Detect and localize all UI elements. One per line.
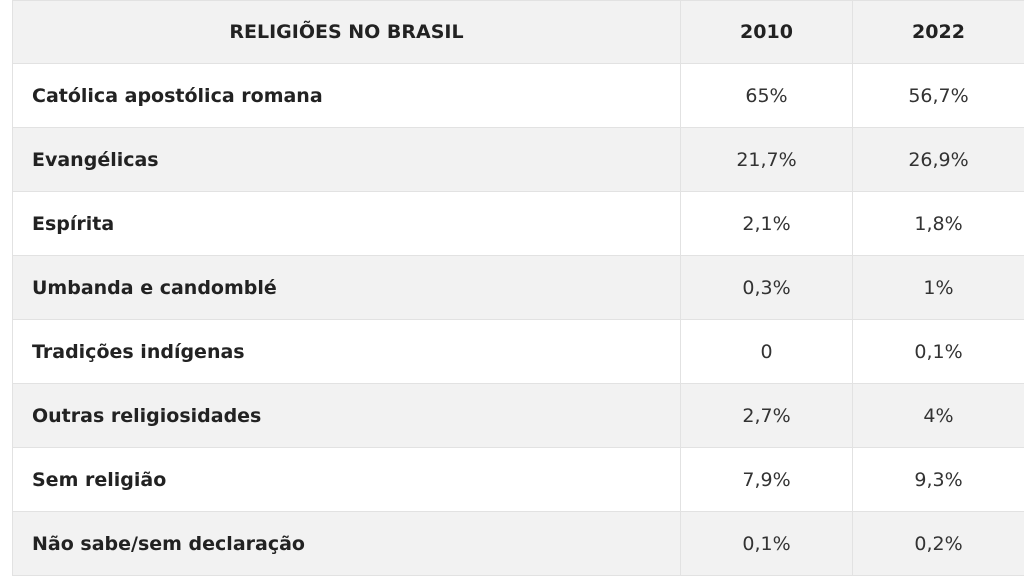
table-body: Católica apostólica romana 65% 56,7% Evangé… <box>12 63 1024 576</box>
percentage-cell: 7,9% <box>680 447 853 512</box>
religion-label: Umbanda e candomblé <box>12 255 681 320</box>
percentage-cell: 1,8% <box>852 191 1024 256</box>
percentage-cell: 0,1% <box>852 319 1024 384</box>
percentage-cell: 0,2% <box>852 511 1024 576</box>
religion-table: RELIGIÕES NO BRASIL 2010 2022 Católica apo… <box>12 0 1024 576</box>
table-row: Tradições indígenas 0 0,1% <box>12 319 1024 384</box>
religion-label: Outras religiosidades <box>12 383 681 448</box>
religion-label: Sem religião <box>12 447 681 512</box>
table-row: Evangélicas 21,7% 26,9% <box>12 127 1024 192</box>
religion-label: Espírita <box>12 191 681 256</box>
table-row: Outras religiosidades 2,7% 4% <box>12 383 1024 448</box>
header-cell: 2010 <box>680 0 853 64</box>
header-cell: 2022 <box>852 0 1024 64</box>
percentage-cell: 1% <box>852 255 1024 320</box>
percentage-cell: 21,7% <box>680 127 853 192</box>
header-row: RELIGIÕES NO BRASIL 2010 2022 <box>12 0 1024 64</box>
percentage-cell: 2,1% <box>680 191 853 256</box>
religion-label: Não sabe/sem declaração <box>12 511 681 576</box>
percentage-cell: 9,3% <box>852 447 1024 512</box>
table-row: Sem religião 7,9% 9,3% <box>12 447 1024 512</box>
header-cell: RELIGIÕES NO BRASIL <box>12 0 681 64</box>
percentage-cell: 2,7% <box>680 383 853 448</box>
percentage-cell: 0 <box>680 319 853 384</box>
percentage-cell: 65% <box>680 63 853 128</box>
religion-label: Católica apostólica romana <box>12 63 681 128</box>
percentage-cell: 26,9% <box>852 127 1024 192</box>
table-row: Umbanda e candomblé 0,3% 1% <box>12 255 1024 320</box>
table-row: Espírita 2,1% 1,8% <box>12 191 1024 256</box>
percentage-cell: 0,3% <box>680 255 853 320</box>
table-row: Não sabe/sem declaração 0,1% 0,2% <box>12 511 1024 576</box>
religion-label: Tradições indígenas <box>12 319 681 384</box>
table-header: RELIGIÕES NO BRASIL 2010 2022 <box>12 0 1024 64</box>
percentage-cell: 4% <box>852 383 1024 448</box>
percentage-cell: 56,7% <box>852 63 1024 128</box>
religion-label: Evangélicas <box>12 127 681 192</box>
table-row: Católica apostólica romana 65% 56,7% <box>12 63 1024 128</box>
percentage-cell: 0,1% <box>680 511 853 576</box>
